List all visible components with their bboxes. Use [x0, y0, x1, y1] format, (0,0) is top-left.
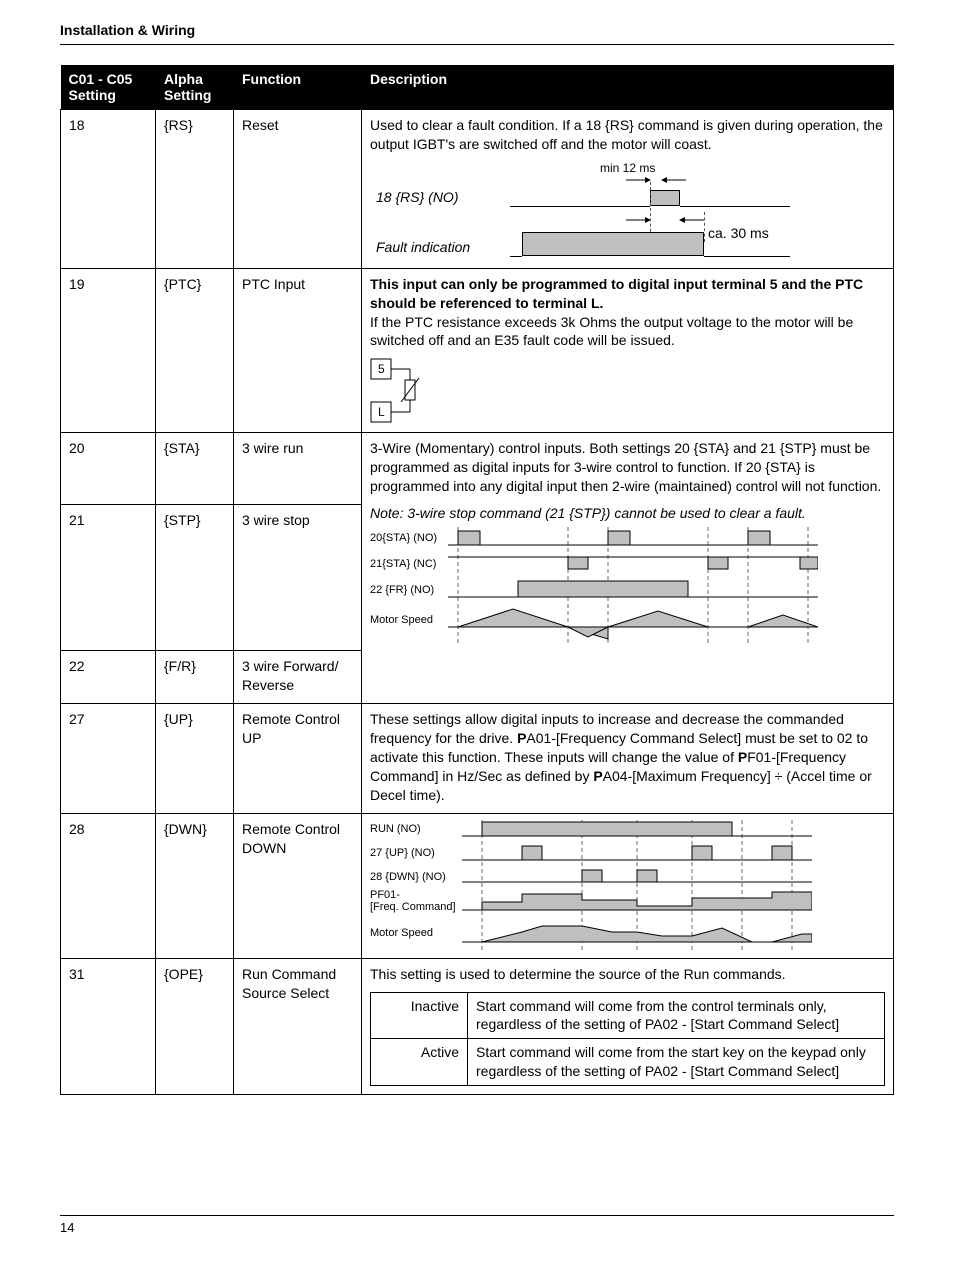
cell-desc: Note: 3-wire stop command (21 {STP}) can…: [362, 504, 894, 651]
cell-desc: RUN (NO) 27 {UP} (NO) 28 {DWN} (NO) PF01…: [362, 813, 894, 958]
cell-func: 3 wire Forward/ Reverse: [234, 651, 362, 704]
state-active-key: Active: [371, 1039, 468, 1086]
cell-func: Reset: [234, 110, 362, 269]
row-28: 28 {DWN} Remote Control DOWN RUN (NO) 27…: [61, 813, 894, 958]
cell-desc: These settings allow digital inputs to i…: [362, 704, 894, 813]
cell-func: Remote Control DOWN: [234, 813, 362, 958]
row-21: 21 {STP} 3 wire stop Note: 3-wire stop c…: [61, 504, 894, 651]
cell-code: 21: [61, 504, 156, 651]
timing-diagram-27-28: RUN (NO) 27 {UP} (NO) 28 {DWN} (NO) PF01…: [370, 820, 885, 950]
table-header-row: C01 - C05Setting AlphaSetting Function D…: [61, 65, 894, 110]
page-root: Installation & Wiring C01 - C05Setting A…: [0, 0, 954, 1275]
cell-code: 18: [61, 110, 156, 269]
cell-code: 20: [61, 433, 156, 504]
cell-alpha: {RS}: [156, 110, 234, 269]
page-title: Installation & Wiring: [60, 22, 894, 45]
cell-alpha: {F/R}: [156, 651, 234, 704]
row-31: 31 {OPE} Run Command Source Select This …: [61, 958, 894, 1094]
ptc-diagram: 5 L /* set svg text via JS below */: [370, 358, 885, 424]
cell-alpha: {STA}: [156, 433, 234, 504]
timing-diagram-20-22: 20{STA} (NO) 21{STA} (NC) 22 {FR} (NO) M…: [370, 527, 885, 643]
cell-desc: 3-Wire (Momentary) control inputs. Both …: [362, 433, 894, 504]
cell-func: PTC Input: [234, 268, 362, 433]
col-alpha: AlphaSetting: [156, 65, 234, 110]
row-27: 27 {UP} Remote Control UP These settings…: [61, 704, 894, 813]
terminal-5-label: 5: [378, 362, 385, 376]
cell-desc: [362, 651, 894, 704]
state-inactive-key: Inactive: [371, 992, 468, 1039]
cell-func: Run Command Source Select: [234, 958, 362, 1094]
cell-alpha: {UP}: [156, 704, 234, 813]
row-18: 18 {RS} Reset Used to clear a fault cond…: [61, 110, 894, 269]
state-inactive-val: Start command will come from the control…: [468, 992, 885, 1039]
col-desc: Description: [362, 65, 894, 110]
terminal-l-label: L: [378, 405, 385, 419]
cell-code: 31: [61, 958, 156, 1094]
cell-desc: This input can only be programmed to dig…: [362, 268, 894, 433]
cell-code: 28: [61, 813, 156, 958]
state-active-val: Start command will come from the start k…: [468, 1039, 885, 1086]
row-22: 22 {F/R} 3 wire Forward/ Reverse: [61, 651, 894, 704]
cell-alpha: {DWN}: [156, 813, 234, 958]
cell-func: Remote Control UP: [234, 704, 362, 813]
cell-func: 3 wire run: [234, 433, 362, 504]
timing-diagram-18: min 12 ms 18 {RS} (NO) Fault indication …: [370, 160, 885, 260]
cell-code: 19: [61, 268, 156, 433]
cell-desc: Used to clear a fault condition. If a 18…: [362, 110, 894, 269]
cell-desc: This setting is used to determine the so…: [362, 958, 894, 1094]
cell-alpha: {STP}: [156, 504, 234, 651]
cell-alpha: {OPE}: [156, 958, 234, 1094]
settings-table: C01 - C05Setting AlphaSetting Function D…: [60, 65, 894, 1095]
state-subtable: Inactive Start command will come from th…: [370, 992, 885, 1087]
cell-code: 27: [61, 704, 156, 813]
cell-code: 22: [61, 651, 156, 704]
row-20: 20 {STA} 3 wire run 3-Wire (Momentary) c…: [61, 433, 894, 504]
row-19: 19 {PTC} PTC Input This input can only b…: [61, 268, 894, 433]
col-setting: C01 - C05Setting: [61, 65, 156, 110]
cell-alpha: {PTC}: [156, 268, 234, 433]
page-number: 14: [60, 1215, 894, 1235]
cell-func: 3 wire stop: [234, 504, 362, 651]
col-function: Function: [234, 65, 362, 110]
